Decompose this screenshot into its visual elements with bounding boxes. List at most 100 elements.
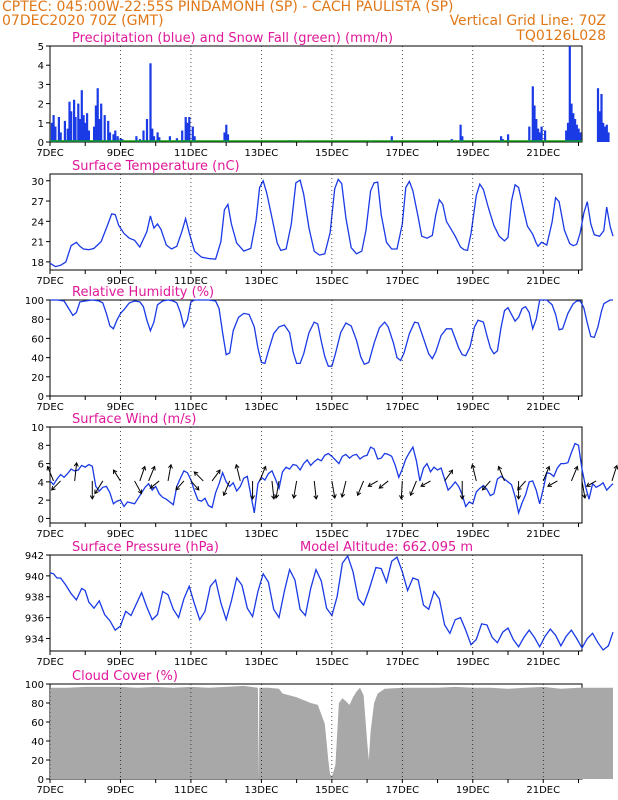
precip-bar [94,105,97,142]
wind-vector-head [151,465,156,471]
precip-bar [507,134,510,142]
wind-vector-head [356,491,362,497]
precip-y-tick-label: 1 [38,119,44,130]
wind-vector [149,480,160,489]
precip-bar [112,134,115,142]
wind-y-tick-label: 6 [38,460,44,471]
wind-vector [190,480,200,491]
wind-vector-head [313,495,319,500]
precip-bar [603,126,607,142]
wind-vector [211,469,221,482]
wind-vector-head [367,482,373,487]
temp-x-tick-label: 17DEC [385,276,419,287]
run-date: 07DEC2020 70Z (GMT) [2,13,164,29]
humidity-y-tick-label: 0 [38,392,44,403]
precip-bar [96,88,99,142]
precip-bar [78,119,82,142]
wind-vector-head [459,495,465,500]
precip-bar [390,136,393,142]
precip-bar [537,128,540,142]
wind-vector-head [331,494,337,499]
cloud-x-tick-label: 9DEC [107,785,134,796]
precip-bar [77,103,80,142]
precip-bar [108,132,112,142]
wind-vector [379,480,389,489]
pressure-x-tick-label: 11DEC [174,657,208,668]
precip-x-tick-label: 17DEC [385,148,419,159]
wind-vector [313,480,317,499]
precip-bar [540,126,543,142]
wind-vector [410,480,417,496]
precip-bar [57,117,60,142]
cloud-x-tick-label: 11DEC [174,785,208,796]
wind-x-tick-label: 21DEC [526,529,560,540]
humidity-y-tick-label: 60 [31,334,44,345]
precip-bar [135,136,138,142]
precip-bar [574,119,577,142]
precip-y-tick-label: 0 [38,138,44,149]
wind-vector [498,466,505,482]
wind-y-tick-label: 2 [38,496,44,507]
wind-x-tick-label: 15DEC [315,529,349,540]
chart-header: CPTEC: 045:00W-22:55S PINDAMONH (SP) - C… [0,0,618,46]
wind-vector-head [448,469,454,475]
cloud-y-tick-label: 20 [31,756,44,767]
wind-vector [235,464,241,482]
cloud-title: Cloud Cover (%) [72,669,178,684]
precip-bar [107,120,110,142]
wind-vector [482,480,491,491]
wind-vector-head [194,485,200,491]
wind-vector-head [497,465,503,471]
pressure-series-line [49,554,614,651]
wind-vector-head [573,465,579,471]
wind-vector [275,480,280,499]
wind-vector [357,480,365,496]
wind-vector [139,466,146,482]
precip-bar [98,119,101,142]
precip-bar [100,103,103,142]
wind-vector [193,471,204,482]
wind-vector-head [73,461,79,467]
precip-bar [600,94,603,142]
humidity-title: Relative Humidity (%) [72,285,214,300]
precip-bar [531,86,534,142]
wind-x-tick-label: 11DEC [174,529,208,540]
model-altitude: Model Altitude: 662.095 m [300,540,473,555]
precip-x-tick-label: 7DEC [36,148,63,159]
temp-x-tick-label: 13DEC [245,276,279,287]
precip-bar [103,115,106,142]
wind-vector-head [481,485,487,491]
precip-bar [158,137,161,142]
temp-x-tick-label: 9DEC [107,276,134,287]
humidity-y-tick-label: 100 [25,296,44,307]
humidity-x-tick-label: 11DEC [174,402,208,413]
precip-x-tick-label: 9DEC [107,148,134,159]
precip-bar [459,124,462,142]
pressure-x-tick-label: 19DEC [456,657,490,668]
humidity-y-tick-label: 40 [31,354,44,365]
humidity-series-line [50,299,613,367]
wind-vector [586,480,597,487]
pressure-x-tick-label: 9DEC [107,657,134,668]
precip-bar [225,124,228,142]
wind-vector-head [470,463,476,469]
wind-vector [570,466,578,482]
wind-vector-head [94,489,99,495]
wind-vector [542,466,550,482]
precip-bar [59,132,62,142]
cloud-x-tick-label: 17DEC [385,785,419,796]
wind-vector [134,480,142,494]
precip-bar [565,130,568,142]
wind-vector-head [517,485,522,491]
precip-bar [168,136,171,142]
humidity-frame [49,299,583,397]
precip-bar [68,101,71,142]
wind-vector-head [222,491,228,497]
precip-bar [188,117,191,142]
wind-vector-head [193,471,199,476]
precip-bar [577,128,580,142]
wind-vector [47,466,54,482]
precip-bar [533,105,536,142]
wind-vector [420,480,431,487]
wind-vector [547,480,558,487]
